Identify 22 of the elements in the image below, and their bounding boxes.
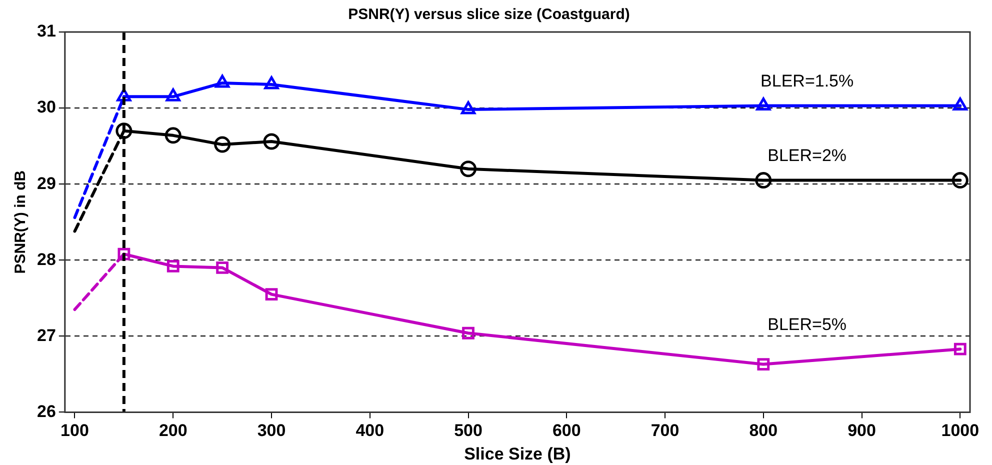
x-tick-label: 400 xyxy=(356,421,384,440)
x-axis-title: Slice Size (B) xyxy=(464,444,571,464)
y-tick-label: 29 xyxy=(36,174,56,193)
x-tick-label: 800 xyxy=(749,421,778,440)
x-tick-label: 300 xyxy=(257,421,286,440)
x-tick-label: 500 xyxy=(454,421,482,440)
x-tick-label: 1000 xyxy=(941,421,980,440)
x-tick-label: 700 xyxy=(650,421,680,440)
y-tick-label: 31 xyxy=(36,22,56,41)
annotation: BLER=1.5% xyxy=(760,71,854,90)
annotation: BLER=5% xyxy=(768,314,847,334)
annotation: BLER=2% xyxy=(768,146,847,165)
y-tick-label: 28 xyxy=(36,250,56,269)
y-tick-label: 30 xyxy=(36,98,56,117)
x-tick-label: 600 xyxy=(552,421,581,440)
chart-title: PSNR(Y) versus slice size (Coastguard) xyxy=(348,6,630,24)
y-tick-label: 27 xyxy=(36,326,56,345)
y-tick-label: 26 xyxy=(36,402,56,421)
x-tick-label: 900 xyxy=(848,421,876,440)
x-tick-label: 100 xyxy=(60,421,89,440)
y-axis-title: PSNR(Y) in dB xyxy=(12,170,30,274)
x-tick-label: 200 xyxy=(158,421,188,440)
